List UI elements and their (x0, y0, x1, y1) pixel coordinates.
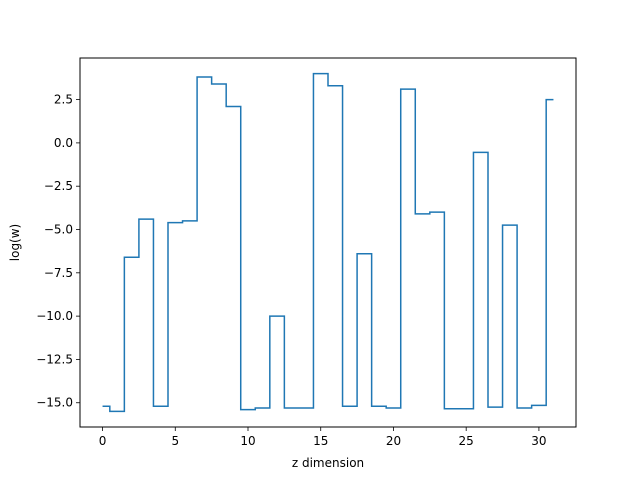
series-line (102, 72, 554, 413)
y-tick-label: −2.5 (44, 179, 73, 193)
x-tick-label: 15 (313, 434, 328, 448)
x-tick-label: 30 (531, 434, 546, 448)
y-tick-label: −15.0 (36, 396, 73, 410)
y-tick-label: −5.0 (44, 223, 73, 237)
axes-frame (79, 57, 577, 428)
y-tick-label: −10.0 (36, 309, 73, 323)
x-axis-label: z dimension (292, 456, 364, 470)
x-tick-label: 10 (240, 434, 255, 448)
y-axis-label: log(w) (8, 224, 22, 261)
x-tick-label: 20 (386, 434, 401, 448)
y-tick-label: 2.5 (54, 93, 73, 107)
x-tick-label: 25 (459, 434, 474, 448)
plot-area (102, 72, 554, 413)
x-tick-label: 0 (99, 434, 107, 448)
y-tick-label: 0.0 (54, 136, 73, 150)
y-tick-label: −7.5 (44, 266, 73, 280)
y-tick-label: −12.5 (36, 352, 73, 366)
x-axis: 0 5 10 15 20 25 30 (99, 427, 547, 448)
y-axis: −15.0 −12.5 −10.0 −7.5 −5.0 −2.5 0.0 2.5 (36, 93, 80, 410)
x-tick-label: 5 (171, 434, 179, 448)
